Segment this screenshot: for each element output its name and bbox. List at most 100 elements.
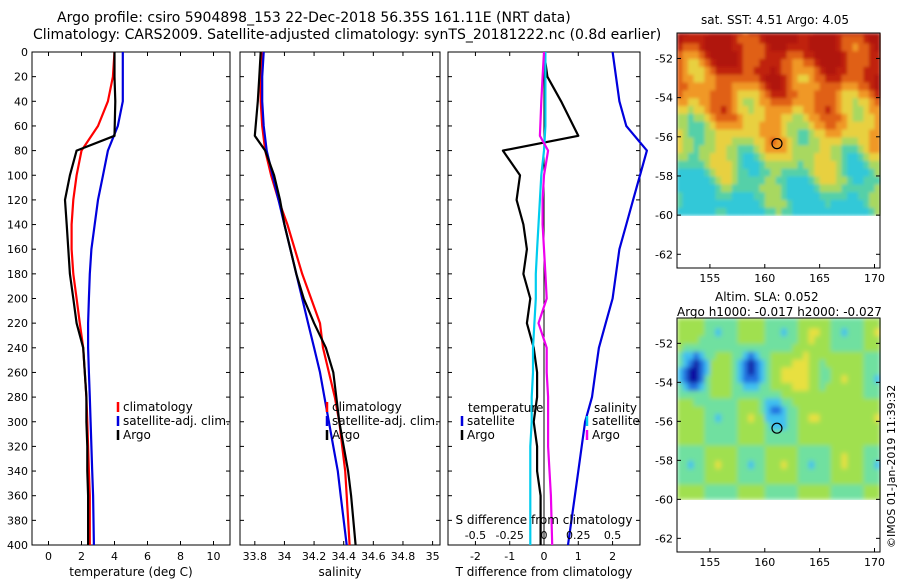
map-cell [830, 491, 837, 500]
map-cell [786, 152, 793, 161]
map-cell [748, 390, 755, 399]
map-cell [759, 343, 766, 352]
map-cell [825, 152, 832, 161]
map-cell [858, 413, 865, 422]
map-cell [726, 183, 733, 193]
map-cell [830, 452, 837, 461]
map-cell [847, 89, 854, 99]
map-cell [720, 359, 727, 368]
map-cell [759, 152, 766, 161]
map-cell [781, 66, 788, 75]
map-cell [825, 382, 832, 391]
map-cell [841, 405, 848, 415]
map-cell [869, 390, 876, 399]
map-cell [841, 398, 848, 407]
map-cell [803, 476, 810, 485]
map-cell [786, 405, 793, 415]
map-cell [786, 199, 793, 208]
map-cell [726, 113, 733, 122]
map-cell [709, 320, 716, 329]
map-cell [688, 429, 695, 438]
map-cell [731, 58, 738, 67]
map-cell [742, 191, 749, 200]
map-ytick-label: -54 [655, 92, 673, 105]
map-cell [841, 176, 848, 185]
map-cell [737, 351, 744, 360]
map-cell [819, 405, 826, 415]
map-cell [720, 476, 727, 485]
map-cell [858, 74, 865, 83]
map-cell [742, 320, 749, 329]
map-cell [847, 421, 854, 430]
map-cell [869, 437, 876, 446]
map-cell [720, 374, 727, 383]
map-cell [770, 199, 777, 208]
map-cell [841, 129, 848, 138]
map-cell [688, 144, 695, 153]
map-cell [688, 97, 695, 106]
map-cell [803, 429, 810, 438]
map-cell [709, 207, 716, 216]
map-cell [825, 405, 832, 415]
map-cell [720, 121, 727, 130]
map-cell [869, 405, 876, 415]
map-cell [852, 33, 859, 36]
map-cell [715, 105, 722, 114]
map-cell [814, 74, 821, 83]
map-cell [764, 491, 771, 500]
map-cell [726, 199, 733, 208]
map-cell [781, 42, 788, 52]
map-cell [819, 183, 826, 193]
map-cell [792, 382, 799, 391]
map-cell [819, 33, 826, 36]
map-cell [819, 429, 826, 438]
map-cell [792, 318, 799, 321]
map-cell [797, 405, 804, 415]
map-cell [764, 398, 771, 407]
map-cell [858, 405, 865, 415]
map-cell [825, 374, 832, 383]
map-cell [731, 437, 738, 446]
map-cell [863, 121, 870, 130]
map-cell [786, 129, 793, 138]
series-line-s-argo [537, 51, 554, 546]
map-cell [764, 359, 771, 368]
map-cell [753, 58, 760, 67]
map-cell [698, 366, 705, 376]
map-cell [715, 129, 722, 138]
map-cell [830, 168, 837, 177]
map-cell [814, 42, 821, 52]
map-cell [852, 121, 859, 130]
map-cell [726, 191, 733, 200]
map-cell [819, 207, 826, 216]
map-cell [748, 476, 755, 485]
map-cell [863, 58, 870, 67]
map-cell [825, 113, 832, 122]
map-cell [764, 444, 771, 454]
map-cell [731, 343, 738, 352]
map-cell [753, 129, 760, 138]
map-cell [786, 144, 793, 153]
map-cell [863, 168, 870, 177]
map-cell [836, 444, 843, 454]
map-cell [830, 129, 837, 138]
map-cell [825, 483, 832, 493]
map-field-sst_map [677, 33, 881, 216]
map-cell [693, 160, 700, 169]
map-cell [803, 199, 810, 208]
map-cell [715, 320, 722, 329]
map-cell [858, 50, 865, 59]
map-cell [682, 89, 689, 99]
map-frame [676, 317, 881, 553]
map-cell [781, 136, 788, 146]
map-cell [836, 66, 843, 75]
map-cell [808, 351, 815, 360]
map-cell [781, 129, 788, 138]
map-cell [814, 105, 821, 114]
map-xtick-label: 165 [809, 556, 830, 569]
map-cell [693, 58, 700, 67]
map-cell [726, 483, 733, 493]
map-cell [869, 351, 876, 360]
map-cell [786, 398, 793, 407]
map-cell [698, 176, 705, 185]
